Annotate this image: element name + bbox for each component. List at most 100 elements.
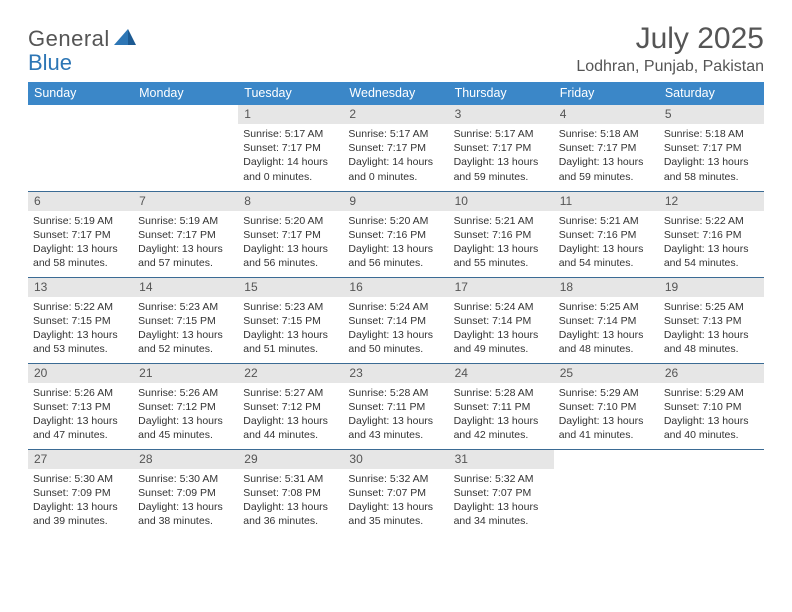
day-details: Sunrise: 5:20 AMSunset: 7:17 PMDaylight:…: [238, 211, 343, 275]
brand-word-2-wrap: Blue: [28, 50, 72, 76]
sunrise-line: Sunrise: 5:20 AM: [348, 214, 443, 228]
calendar-cell: 15Sunrise: 5:23 AMSunset: 7:15 PMDayligh…: [238, 277, 343, 363]
daylight-line: and 36 minutes.: [243, 514, 338, 528]
day-number: 8: [238, 192, 343, 211]
day-number: 31: [449, 450, 554, 469]
daylight-line: Daylight: 13 hours: [243, 500, 338, 514]
daylight-line: and 54 minutes.: [559, 256, 654, 270]
calendar-cell: 4Sunrise: 5:18 AMSunset: 7:17 PMDaylight…: [554, 105, 659, 191]
daylight-line: Daylight: 13 hours: [559, 414, 654, 428]
sunrise-line: Sunrise: 5:21 AM: [454, 214, 549, 228]
calendar-cell: 5Sunrise: 5:18 AMSunset: 7:17 PMDaylight…: [659, 105, 764, 191]
day-details: Sunrise: 5:21 AMSunset: 7:16 PMDaylight:…: [554, 211, 659, 275]
calendar-cell: [659, 449, 764, 535]
sunset-line: Sunset: 7:17 PM: [243, 228, 338, 242]
daylight-line: and 0 minutes.: [243, 170, 338, 184]
calendar-cell: [554, 449, 659, 535]
sunrise-line: Sunrise: 5:30 AM: [33, 472, 128, 486]
sunset-line: Sunset: 7:15 PM: [33, 314, 128, 328]
calendar-cell: 27Sunrise: 5:30 AMSunset: 7:09 PMDayligh…: [28, 449, 133, 535]
day-details: Sunrise: 5:26 AMSunset: 7:13 PMDaylight:…: [28, 383, 133, 447]
day-details: Sunrise: 5:19 AMSunset: 7:17 PMDaylight:…: [28, 211, 133, 275]
sunrise-line: Sunrise: 5:17 AM: [454, 127, 549, 141]
sunset-line: Sunset: 7:15 PM: [138, 314, 233, 328]
day-number: 1: [238, 105, 343, 124]
day-details: Sunrise: 5:21 AMSunset: 7:16 PMDaylight:…: [449, 211, 554, 275]
daylight-line: and 45 minutes.: [138, 428, 233, 442]
day-details: Sunrise: 5:19 AMSunset: 7:17 PMDaylight:…: [133, 211, 238, 275]
calendar-row: 20Sunrise: 5:26 AMSunset: 7:13 PMDayligh…: [28, 363, 764, 449]
calendar-cell: 29Sunrise: 5:31 AMSunset: 7:08 PMDayligh…: [238, 449, 343, 535]
brand-word-2: Blue: [28, 50, 72, 75]
sunset-line: Sunset: 7:09 PM: [33, 486, 128, 500]
calendar-cell: 7Sunrise: 5:19 AMSunset: 7:17 PMDaylight…: [133, 191, 238, 277]
calendar-table: Sunday Monday Tuesday Wednesday Thursday…: [28, 82, 764, 535]
day-details: Sunrise: 5:17 AMSunset: 7:17 PMDaylight:…: [343, 124, 448, 188]
brand-triangle-icon: [114, 29, 136, 50]
month-title: July 2025: [576, 22, 764, 56]
sunrise-line: Sunrise: 5:23 AM: [138, 300, 233, 314]
weekday-header: Sunday: [28, 82, 133, 105]
sunrise-line: Sunrise: 5:22 AM: [33, 300, 128, 314]
day-number: 7: [133, 192, 238, 211]
day-details: Sunrise: 5:18 AMSunset: 7:17 PMDaylight:…: [554, 124, 659, 188]
calendar-cell: 19Sunrise: 5:25 AMSunset: 7:13 PMDayligh…: [659, 277, 764, 363]
daylight-line: and 55 minutes.: [454, 256, 549, 270]
daylight-line: Daylight: 13 hours: [559, 155, 654, 169]
calendar-cell: 28Sunrise: 5:30 AMSunset: 7:09 PMDayligh…: [133, 449, 238, 535]
sunset-line: Sunset: 7:17 PM: [243, 141, 338, 155]
sunrise-line: Sunrise: 5:28 AM: [454, 386, 549, 400]
sunrise-line: Sunrise: 5:20 AM: [243, 214, 338, 228]
day-details: Sunrise: 5:22 AMSunset: 7:15 PMDaylight:…: [28, 297, 133, 361]
daylight-line: and 34 minutes.: [454, 514, 549, 528]
daylight-line: Daylight: 13 hours: [138, 414, 233, 428]
weekday-header: Monday: [133, 82, 238, 105]
daylight-line: and 40 minutes.: [664, 428, 759, 442]
daylight-line: Daylight: 13 hours: [664, 414, 759, 428]
day-details: Sunrise: 5:28 AMSunset: 7:11 PMDaylight:…: [343, 383, 448, 447]
day-details: Sunrise: 5:20 AMSunset: 7:16 PMDaylight:…: [343, 211, 448, 275]
location-subtitle: Lodhran, Punjab, Pakistan: [576, 58, 764, 76]
daylight-line: Daylight: 13 hours: [138, 328, 233, 342]
sunrise-line: Sunrise: 5:30 AM: [138, 472, 233, 486]
day-details: Sunrise: 5:17 AMSunset: 7:17 PMDaylight:…: [449, 124, 554, 188]
day-details: Sunrise: 5:29 AMSunset: 7:10 PMDaylight:…: [659, 383, 764, 447]
sunrise-line: Sunrise: 5:27 AM: [243, 386, 338, 400]
weekday-header: Wednesday: [343, 82, 448, 105]
calendar-cell: 3Sunrise: 5:17 AMSunset: 7:17 PMDaylight…: [449, 105, 554, 191]
calendar-cell: 30Sunrise: 5:32 AMSunset: 7:07 PMDayligh…: [343, 449, 448, 535]
calendar-body: 1Sunrise: 5:17 AMSunset: 7:17 PMDaylight…: [28, 105, 764, 535]
sunset-line: Sunset: 7:17 PM: [664, 141, 759, 155]
calendar-cell: 1Sunrise: 5:17 AMSunset: 7:17 PMDaylight…: [238, 105, 343, 191]
daylight-line: Daylight: 13 hours: [243, 328, 338, 342]
sunset-line: Sunset: 7:11 PM: [454, 400, 549, 414]
calendar-row: 13Sunrise: 5:22 AMSunset: 7:15 PMDayligh…: [28, 277, 764, 363]
calendar-head: Sunday Monday Tuesday Wednesday Thursday…: [28, 82, 764, 105]
day-number: 12: [659, 192, 764, 211]
day-number: 28: [133, 450, 238, 469]
sunset-line: Sunset: 7:14 PM: [348, 314, 443, 328]
day-number: 13: [28, 278, 133, 297]
daylight-line: Daylight: 14 hours: [348, 155, 443, 169]
day-number: 25: [554, 364, 659, 383]
sunset-line: Sunset: 7:07 PM: [348, 486, 443, 500]
day-number: 9: [343, 192, 448, 211]
daylight-line: Daylight: 13 hours: [138, 500, 233, 514]
sunrise-line: Sunrise: 5:29 AM: [664, 386, 759, 400]
daylight-line: and 56 minutes.: [348, 256, 443, 270]
daylight-line: Daylight: 13 hours: [243, 414, 338, 428]
day-number: 17: [449, 278, 554, 297]
day-details: Sunrise: 5:30 AMSunset: 7:09 PMDaylight:…: [133, 469, 238, 533]
daylight-line: Daylight: 13 hours: [664, 155, 759, 169]
brand-word-1: General: [28, 26, 110, 52]
sunrise-line: Sunrise: 5:24 AM: [454, 300, 549, 314]
calendar-cell: 26Sunrise: 5:29 AMSunset: 7:10 PMDayligh…: [659, 363, 764, 449]
day-number: 20: [28, 364, 133, 383]
daylight-line: Daylight: 13 hours: [348, 328, 443, 342]
sunset-line: Sunset: 7:10 PM: [559, 400, 654, 414]
calendar-cell: 16Sunrise: 5:24 AMSunset: 7:14 PMDayligh…: [343, 277, 448, 363]
calendar-cell: 9Sunrise: 5:20 AMSunset: 7:16 PMDaylight…: [343, 191, 448, 277]
calendar-cell: 8Sunrise: 5:20 AMSunset: 7:17 PMDaylight…: [238, 191, 343, 277]
daylight-line: and 57 minutes.: [138, 256, 233, 270]
day-number: 23: [343, 364, 448, 383]
